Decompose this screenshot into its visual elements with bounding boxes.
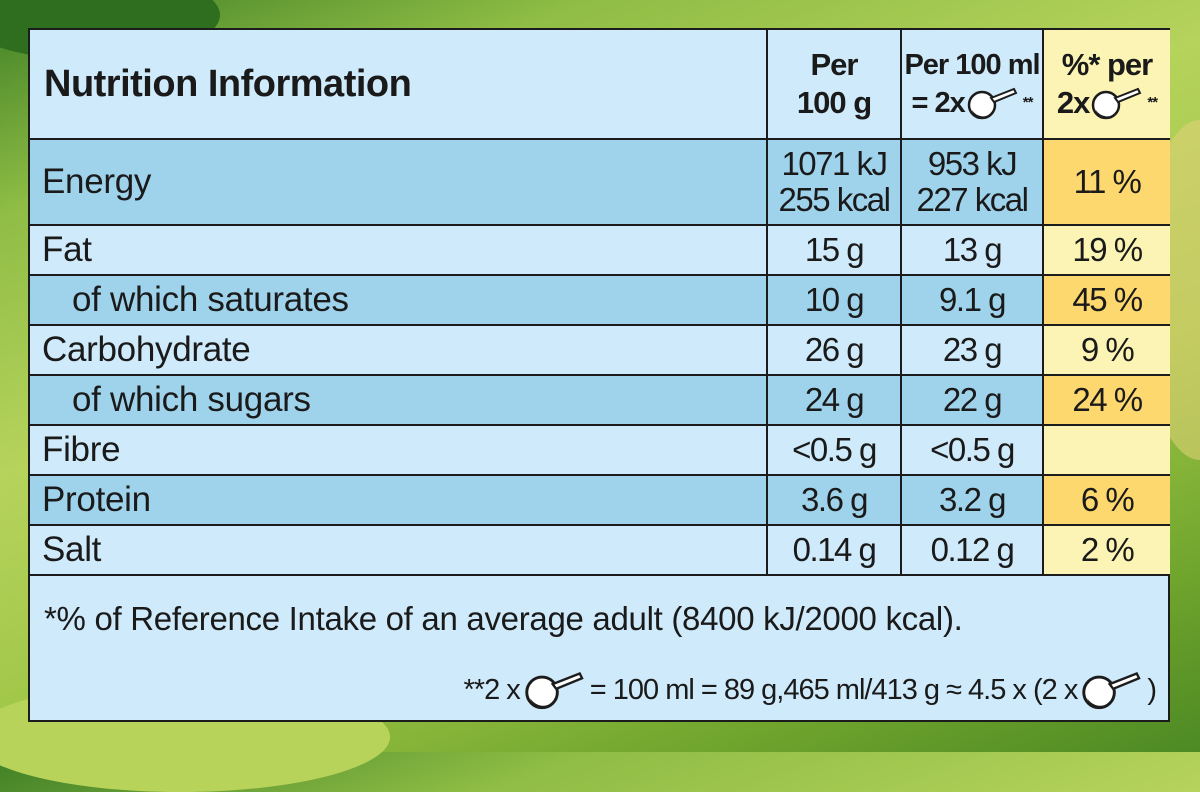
nutrition-table: Nutrition Information Per 100 g Per 100 … bbox=[30, 30, 1170, 576]
value-per-100ml: 23 g bbox=[900, 324, 1044, 376]
nutrient-name: Protein bbox=[30, 474, 768, 526]
column-header-line-2: = 2x ** bbox=[903, 84, 1041, 122]
value-per-100g: <0.5 g bbox=[766, 424, 902, 476]
reference-intake-footnote: *% of Reference Intake of an average adu… bbox=[44, 600, 963, 637]
value-line: 1071 kJ bbox=[781, 145, 888, 182]
nutrition-panel: Nutrition Information Per 100 g Per 100 … bbox=[28, 28, 1170, 722]
value-per-100ml: 13 g bbox=[900, 224, 1044, 276]
nutrient-name: Carbohydrate bbox=[30, 324, 768, 376]
value-reference-intake: 6 % bbox=[1042, 474, 1170, 526]
value-per-100g: 26 g bbox=[766, 324, 902, 376]
column-header-prefix: = 2x bbox=[911, 87, 966, 119]
value-per-100g: 0.14 g bbox=[766, 524, 902, 576]
table-row: Fat 15 g 13 g 19 % bbox=[30, 224, 1170, 276]
footnote-marker: ** bbox=[1147, 94, 1158, 111]
table-row: of which sugars 24 g 22 g 24 % bbox=[30, 374, 1170, 426]
nutrient-name: Energy bbox=[30, 138, 768, 226]
value-line: 227 kcal bbox=[916, 181, 1029, 218]
value-reference-intake: 24 % bbox=[1042, 374, 1170, 426]
value-reference-intake: 45 % bbox=[1042, 274, 1170, 326]
table-row: Energy 1071 kJ 255 kcal 953 kJ 227 kcal … bbox=[30, 138, 1170, 226]
value-per-100ml: 22 g bbox=[900, 374, 1044, 426]
value-reference-intake: 11 % bbox=[1042, 138, 1170, 226]
column-header-line: Per bbox=[810, 47, 859, 82]
value-per-100g: 1071 kJ 255 kcal bbox=[766, 138, 902, 226]
value-per-100g: 10 g bbox=[766, 274, 902, 326]
value-per-100ml: 953 kJ 227 kcal bbox=[900, 138, 1044, 226]
value-per-100g: 24 g bbox=[766, 374, 902, 426]
serving-footnote-prefix: **2 x bbox=[463, 673, 521, 706]
column-header-reference-intake: %* per 2x ** bbox=[1042, 30, 1170, 140]
column-header-line-2: 2x ** bbox=[1045, 84, 1170, 122]
ice-cream-scoop-icon bbox=[525, 672, 584, 710]
column-header-prefix: 2x bbox=[1056, 85, 1090, 120]
table-row: Salt 0.14 g 0.12 g 2 % bbox=[30, 524, 1170, 576]
column-header-per-100ml: Per 100 ml = 2x ** bbox=[900, 30, 1044, 140]
value-per-100ml: 0.12 g bbox=[900, 524, 1044, 576]
value-reference-intake bbox=[1042, 424, 1170, 476]
ice-cream-scoop-icon bbox=[1082, 672, 1142, 710]
value-line: 953 kJ bbox=[927, 145, 1018, 182]
value-per-100g: 3.6 g bbox=[766, 474, 902, 526]
table-row: Fibre <0.5 g <0.5 g bbox=[30, 424, 1170, 476]
value-reference-intake: 9 % bbox=[1042, 324, 1170, 376]
value-per-100ml: 3.2 g bbox=[900, 474, 1044, 526]
nutrient-name: Fibre bbox=[30, 424, 768, 476]
table-header-row: Nutrition Information Per 100 g Per 100 … bbox=[30, 30, 1170, 140]
footnote-marker: ** bbox=[1022, 94, 1034, 111]
nutrient-name: of which saturates bbox=[30, 274, 768, 326]
nutrient-name: Fat bbox=[30, 224, 768, 276]
nutrient-name: of which sugars bbox=[30, 374, 768, 426]
value-per-100g: 15 g bbox=[766, 224, 902, 276]
column-header-line: Per 100 ml bbox=[904, 49, 1040, 81]
ice-cream-scoop-icon bbox=[1092, 87, 1142, 120]
column-header-per-100g: Per 100 g bbox=[766, 30, 902, 140]
value-per-100ml: <0.5 g bbox=[900, 424, 1044, 476]
value-line: 255 kcal bbox=[778, 181, 891, 218]
value-reference-intake: 19 % bbox=[1042, 224, 1170, 276]
ice-cream-scoop-icon bbox=[967, 87, 1018, 120]
serving-footnote-suffix: ) bbox=[1147, 673, 1157, 706]
table-title: Nutrition Information bbox=[30, 30, 768, 140]
table-row: of which saturates 10 g 9.1 g 45 % bbox=[30, 274, 1170, 326]
column-header-line: 100 g bbox=[796, 85, 872, 120]
nutrient-name: Salt bbox=[30, 524, 768, 576]
table-row: Protein 3.6 g 3.2 g 6 % bbox=[30, 474, 1170, 526]
value-per-100ml: 9.1 g bbox=[900, 274, 1044, 326]
table-row: Carbohydrate 26 g 23 g 9 % bbox=[30, 324, 1170, 376]
serving-footnote-text: = 100 ml = 89 g,465 ml/413 g ≈ 4.5 x (2 … bbox=[589, 673, 1079, 706]
serving-footnote: **2 x = 100 ml = 89 g,465 ml/413 g ≈ 4.5… bbox=[464, 670, 1157, 710]
column-header-line: %* per bbox=[1061, 47, 1153, 82]
value-reference-intake: 2 % bbox=[1042, 524, 1170, 576]
